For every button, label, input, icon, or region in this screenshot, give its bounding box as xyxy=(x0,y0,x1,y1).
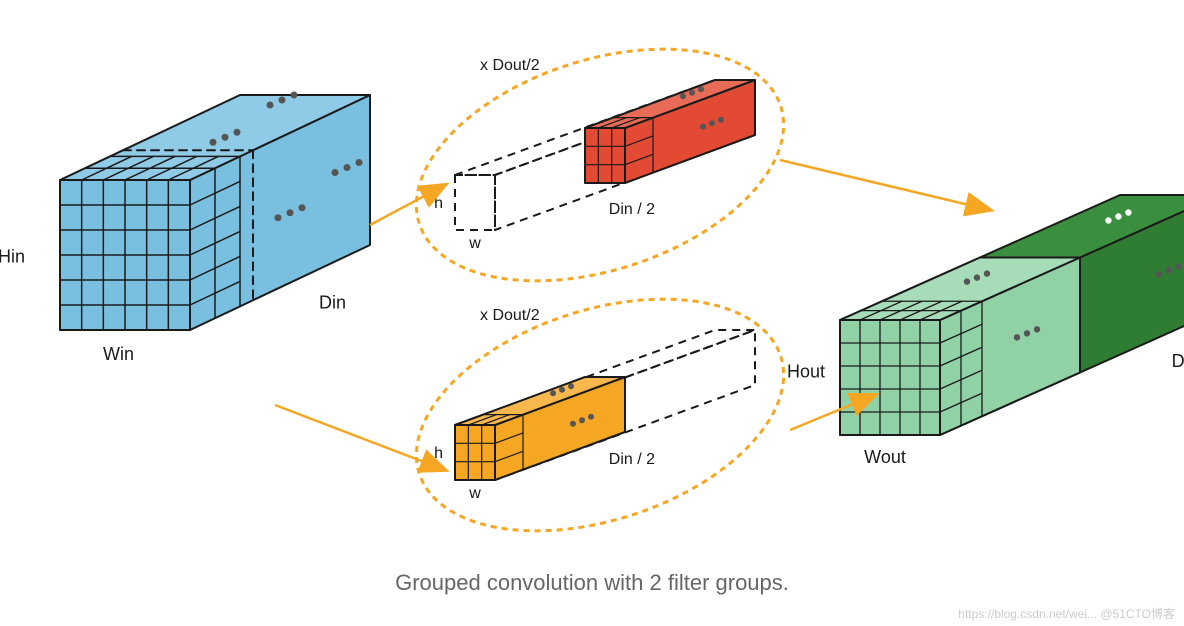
svg-text:w: w xyxy=(468,235,481,252)
output-tensor: Hout Wout Dout xyxy=(787,195,1184,467)
diagram-canvas: Hin Win Din h w Din / 2 x Dout/2 h w Din / 2 x Dou… xyxy=(0,0,1184,626)
svg-text:Hout: Hout xyxy=(787,362,825,382)
label-Din: Din xyxy=(319,292,346,312)
arrow-2 xyxy=(780,160,990,210)
svg-text:h: h xyxy=(434,195,443,212)
caption: Grouped convolution with 2 filter groups… xyxy=(395,570,789,595)
label-Hin: Hin xyxy=(0,247,25,267)
filter-group-2: h w Din / 2 x Dout/2 xyxy=(387,256,813,573)
svg-text:Din / 2: Din / 2 xyxy=(609,451,655,468)
input-tensor: Hin Win Din xyxy=(0,92,370,365)
svg-text:w: w xyxy=(468,485,481,502)
svg-text:Din / 2: Din / 2 xyxy=(609,201,655,218)
svg-text:x Dout/2: x Dout/2 xyxy=(480,307,540,324)
svg-text:Wout: Wout xyxy=(864,447,906,467)
filter-group-1: h w Din / 2 x Dout/2 xyxy=(387,6,813,323)
svg-text:x Dout/2: x Dout/2 xyxy=(480,57,540,74)
watermark: https://blog.csdn.net/wei... @51CTO博客 xyxy=(958,606,1175,621)
svg-text:h: h xyxy=(434,445,443,462)
svg-text:Dout: Dout xyxy=(1172,351,1184,371)
label-Win: Win xyxy=(103,344,134,364)
